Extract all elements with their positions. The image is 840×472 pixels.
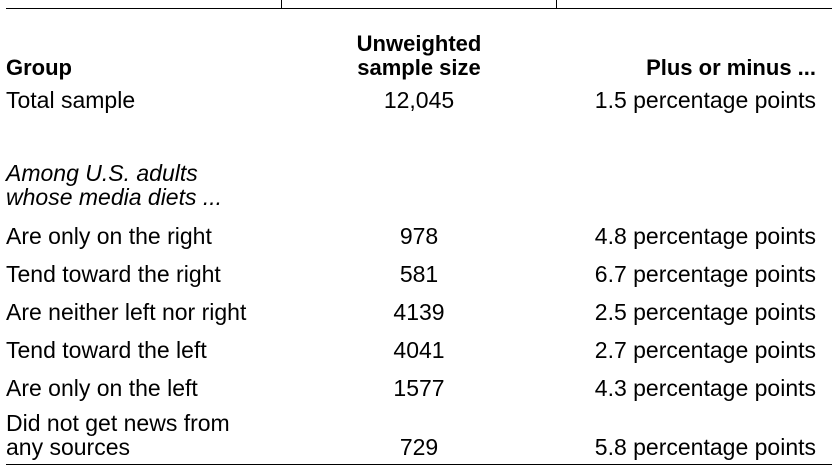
bottom-rule xyxy=(6,464,832,465)
last-row-label-line1: Did not get news from xyxy=(6,410,230,436)
row-margin: 2.7 percentage points xyxy=(594,337,816,363)
row-label: Are neither left nor right xyxy=(6,299,247,325)
row-margin: 2.5 percentage points xyxy=(594,299,816,325)
last-row-margin: 5.8 percentage points xyxy=(594,434,816,460)
row-sample: 581 xyxy=(399,261,439,287)
row-margin: 4.8 percentage points xyxy=(594,223,816,249)
margin-of-error-table: Group Unweighted sample size Plus or min… xyxy=(6,0,832,472)
row-sample: 978 xyxy=(399,223,439,249)
header-sample-size-line2: sample size xyxy=(357,55,481,80)
header-separator xyxy=(281,0,282,8)
row-sample: 1577 xyxy=(393,375,445,401)
header-margin: Plus or minus ... xyxy=(646,55,816,80)
row-margin: 4.3 percentage points xyxy=(594,375,816,401)
total-sample: 12,045 xyxy=(383,87,455,113)
last-row-sample: 729 xyxy=(399,434,439,460)
last-row-label-line2: any sources xyxy=(6,434,131,460)
total-label: Total sample xyxy=(6,87,136,113)
row-label: Tend toward the right xyxy=(6,261,221,287)
top-rule xyxy=(6,8,832,9)
row-sample: 4139 xyxy=(393,299,445,325)
header-separator xyxy=(556,0,557,8)
header-group: Group xyxy=(6,55,72,80)
total-margin: 1.5 percentage points xyxy=(594,87,816,113)
row-label: Are only on the right xyxy=(6,223,212,249)
subheading-line1: Among U.S. adults xyxy=(6,160,198,186)
row-sample: 4041 xyxy=(393,337,445,363)
row-label: Tend toward the left xyxy=(6,337,207,363)
subheading-line2: whose media diets ... xyxy=(6,184,223,210)
header-sample-size-line1: Unweighted xyxy=(356,31,482,56)
row-margin: 6.7 percentage points xyxy=(594,261,816,287)
row-label: Are only on the left xyxy=(6,375,198,401)
